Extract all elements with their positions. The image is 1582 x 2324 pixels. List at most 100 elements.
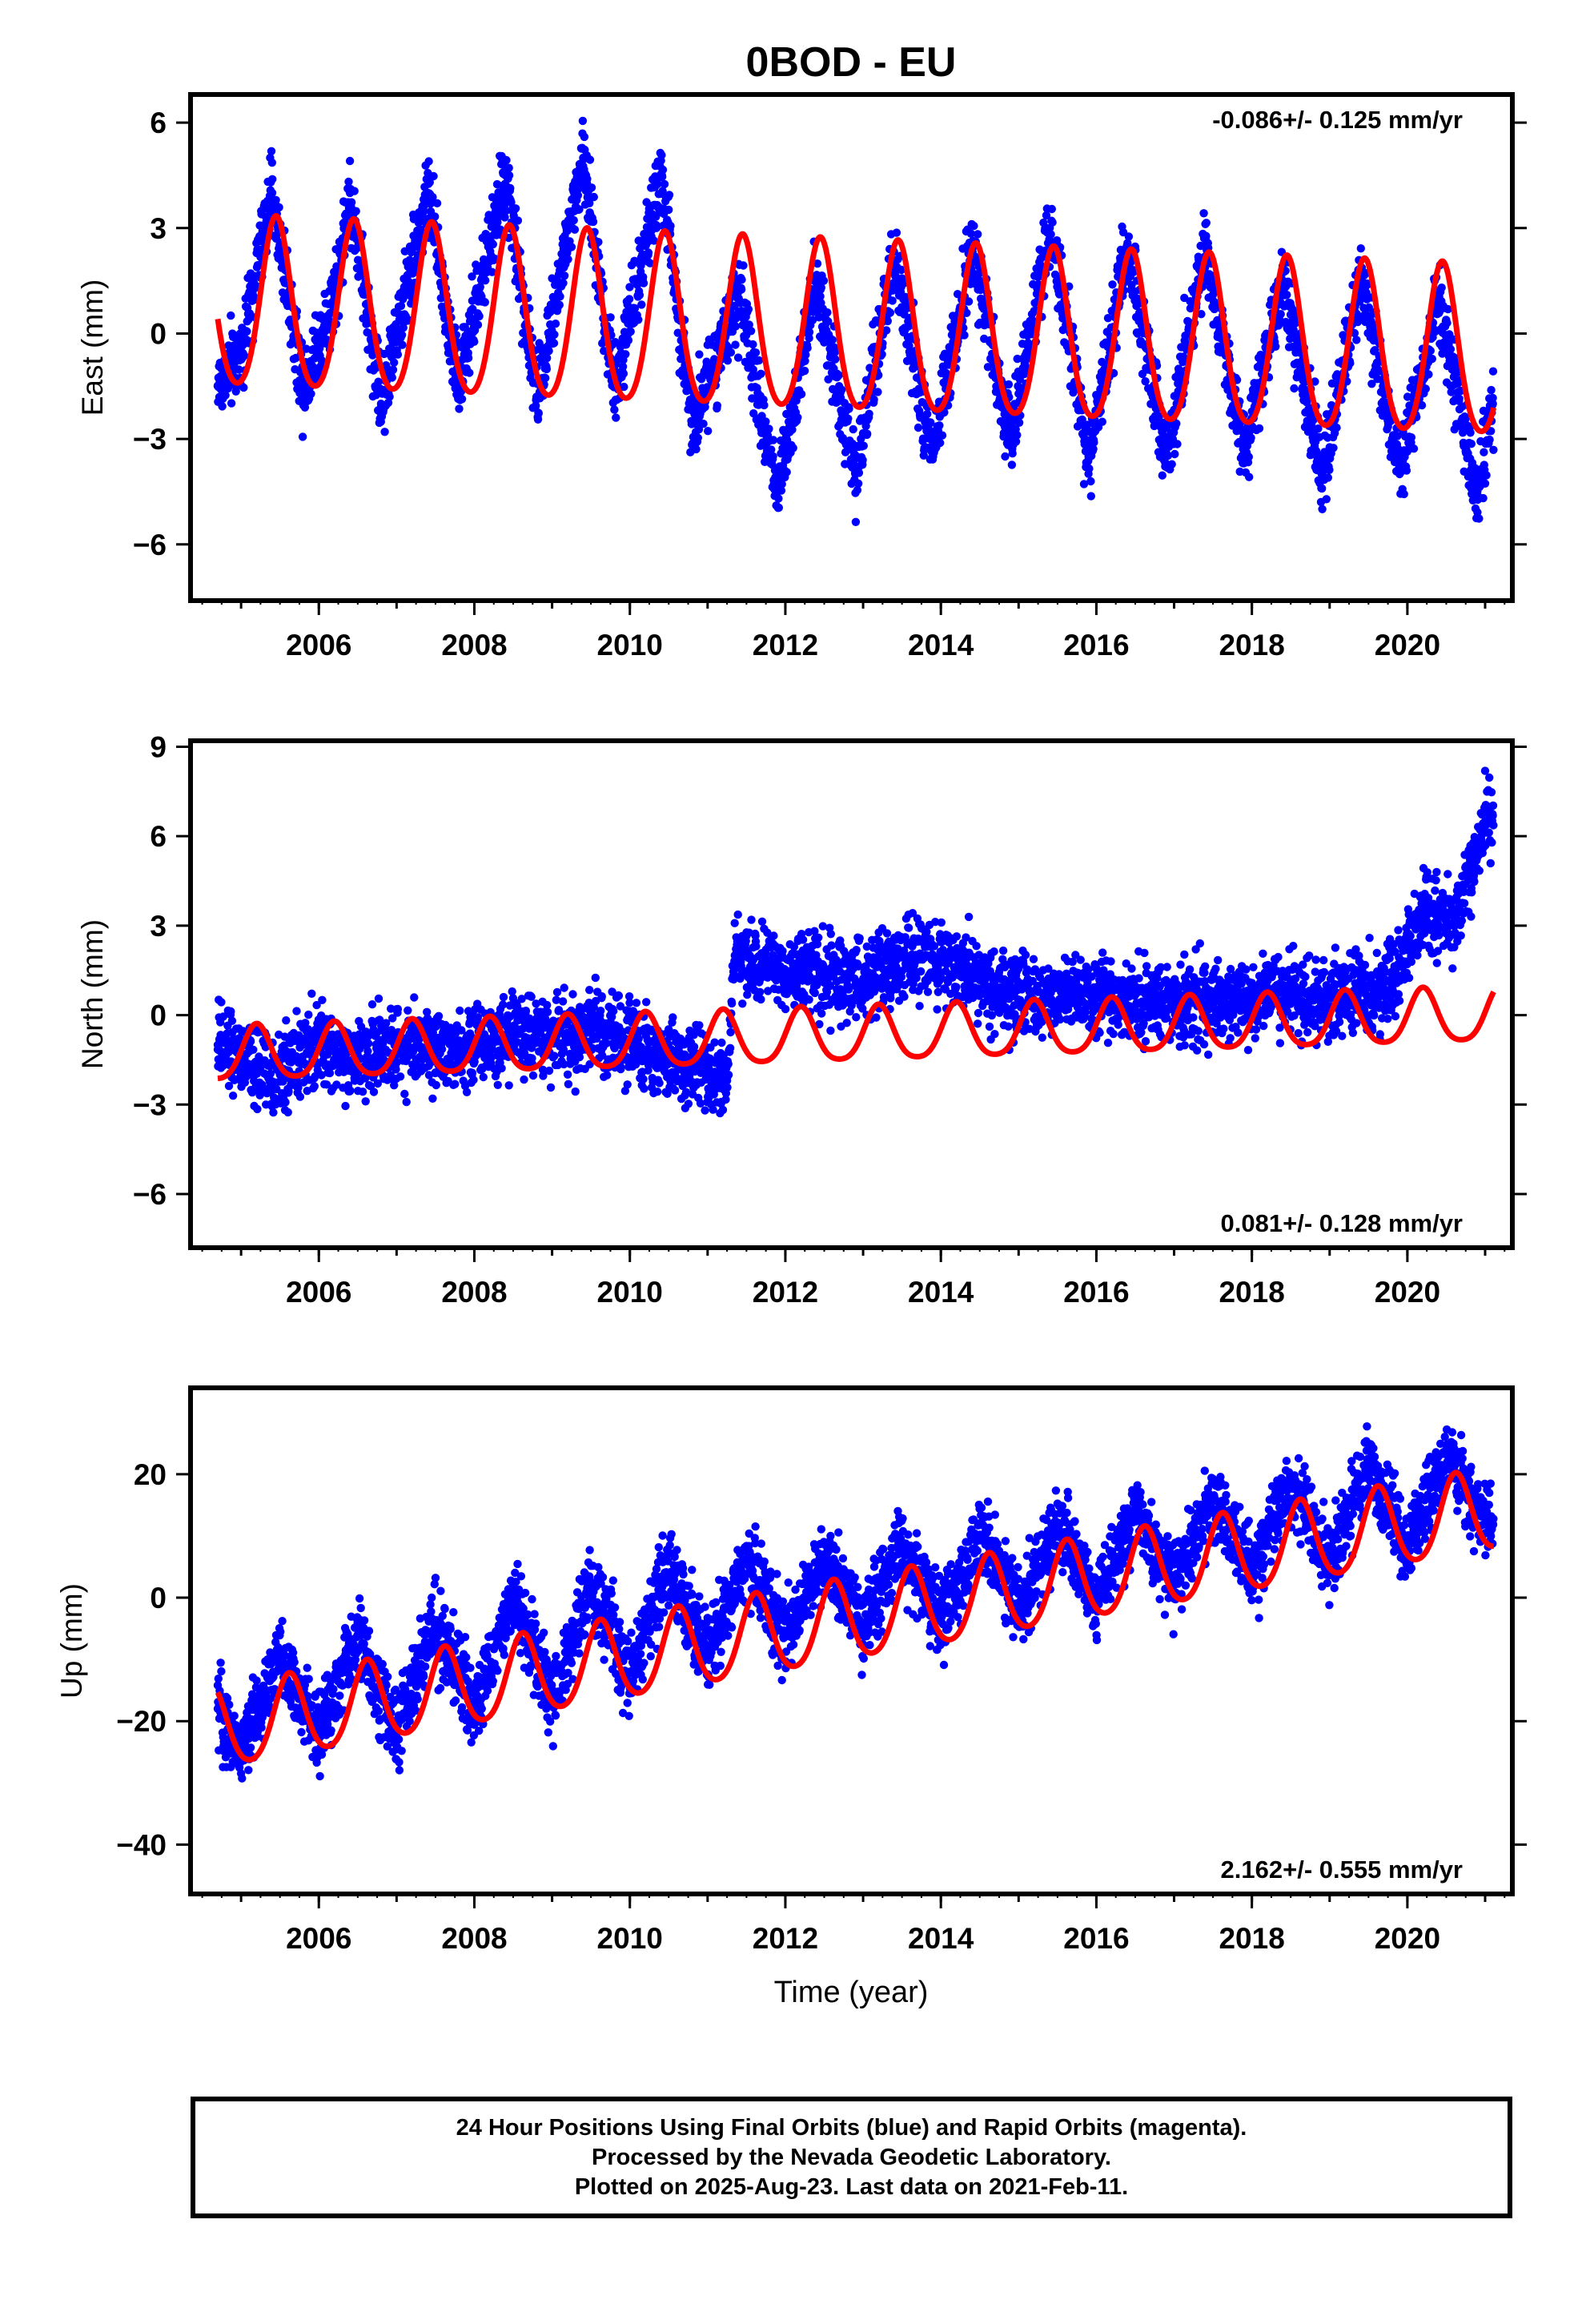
data-point [268, 175, 277, 183]
data-point [800, 366, 809, 376]
data-point [901, 292, 910, 302]
data-points [213, 116, 1498, 526]
data-point [1352, 336, 1361, 344]
data-point [745, 320, 753, 329]
data-point [869, 395, 878, 404]
data-point [801, 350, 810, 360]
data-point [567, 243, 576, 251]
data-point [634, 316, 643, 324]
data-point [502, 155, 511, 165]
data-point [801, 356, 809, 365]
data-point [746, 327, 756, 336]
data-point [404, 1006, 412, 1015]
data-point [851, 469, 860, 479]
data-point [304, 1010, 313, 1019]
data-point [900, 310, 909, 319]
data-point [936, 438, 945, 448]
data-point [828, 336, 837, 344]
data-point [410, 993, 419, 1002]
data-point [777, 480, 786, 489]
data-point [253, 1104, 262, 1114]
data-point [396, 301, 406, 311]
data-point [1124, 232, 1134, 241]
data-point [469, 1076, 478, 1084]
data-point [556, 292, 564, 301]
data-point [1199, 209, 1208, 218]
chart-title: 0BOD - EU [746, 39, 957, 86]
data-point [534, 408, 543, 418]
data-point [624, 295, 634, 304]
data-point [227, 399, 236, 408]
data-point [585, 155, 595, 164]
data-point [853, 479, 863, 488]
data-point [853, 485, 862, 495]
data-point [468, 272, 476, 281]
data-point [1006, 434, 1015, 444]
data-point [533, 415, 543, 424]
data-point [580, 132, 589, 142]
data-point [227, 1007, 235, 1016]
data-point [385, 392, 394, 401]
data-point [269, 1108, 278, 1117]
data-point [765, 424, 773, 433]
data-point [228, 1092, 238, 1100]
data-point [813, 259, 822, 268]
data-point [283, 1108, 292, 1117]
data-point [532, 392, 541, 401]
data-point [221, 391, 230, 400]
data-point [830, 348, 839, 357]
data-point [570, 225, 580, 234]
data-point [542, 364, 551, 374]
data-point [473, 320, 483, 329]
data-point [964, 297, 974, 306]
data-point [397, 331, 407, 340]
data-point [713, 401, 721, 410]
data-point [573, 191, 583, 200]
data-point [1201, 241, 1210, 250]
data-point [1001, 452, 1010, 461]
data-point [1202, 231, 1211, 240]
x-tick-label: 2016 [1063, 629, 1129, 661]
data-point [1283, 291, 1291, 300]
data-point [888, 296, 897, 305]
data-point [1480, 448, 1488, 456]
data-point [1487, 385, 1496, 395]
data-point [630, 304, 640, 313]
data-point [1482, 471, 1491, 480]
data-point [769, 436, 778, 444]
data-point [808, 316, 817, 324]
x-tick-label: 2018 [1219, 629, 1284, 661]
data-point [1271, 342, 1280, 351]
data-point [665, 191, 674, 199]
y-tick-label: −3 [133, 423, 167, 456]
data-point [1489, 445, 1498, 454]
data-point [456, 1006, 464, 1015]
data-point [555, 300, 564, 309]
data-point [506, 183, 515, 193]
data-point [575, 205, 584, 214]
data-point [1332, 423, 1341, 432]
x-tick-label: 2014 [908, 629, 974, 661]
data-point [1466, 428, 1475, 437]
data-point [346, 1086, 355, 1096]
data-point [1167, 460, 1176, 468]
data-point [369, 1088, 379, 1096]
data-point [307, 389, 315, 398]
data-point [1108, 280, 1117, 289]
data-point [620, 382, 628, 392]
data-point [1488, 400, 1497, 408]
data-point [624, 336, 633, 345]
x-tick-label: 2008 [441, 629, 507, 661]
data-point [589, 192, 598, 202]
data-point [549, 339, 559, 348]
data-point [606, 313, 615, 322]
data-point [344, 177, 353, 187]
data-point [897, 265, 906, 275]
data-point [1239, 452, 1249, 461]
data-point [434, 1011, 444, 1021]
data-point [376, 400, 386, 408]
data-point [351, 207, 360, 215]
data-point [657, 151, 666, 159]
data-point [391, 1065, 400, 1074]
